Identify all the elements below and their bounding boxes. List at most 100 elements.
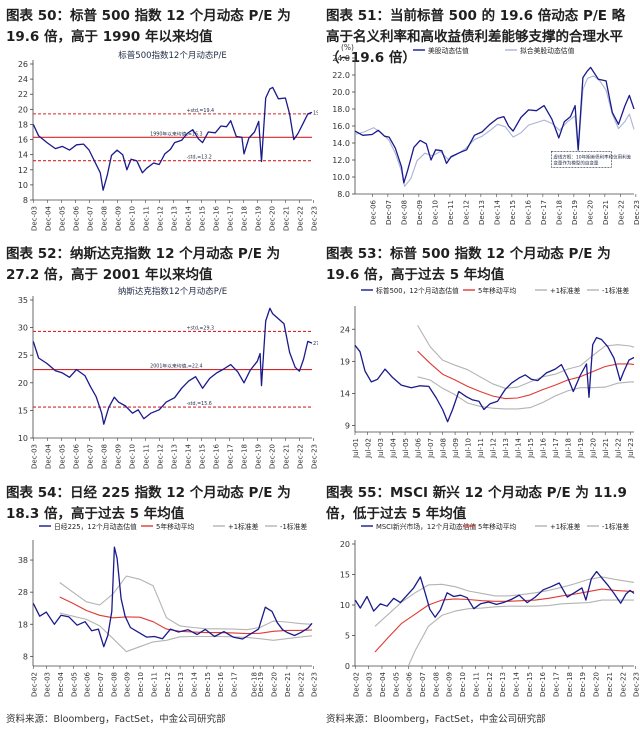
fig51-x-tick-label: Dec-23 bbox=[633, 200, 640, 225]
fig52-x-tick-label: Dec-09 bbox=[114, 444, 122, 469]
fig54-x-tick-label: Dec-08 bbox=[110, 672, 118, 697]
fig52-y-tick-label: 30 bbox=[18, 324, 28, 333]
fig54-x-tick-label: Dec-23 bbox=[311, 672, 318, 697]
fig53-x-tick-label: Jul-09 bbox=[452, 438, 460, 459]
fig53-y-tick-label: 19 bbox=[340, 357, 350, 366]
fig55-x-tick-label: Dec-22 bbox=[619, 672, 627, 697]
fig50-y-tick-label: 20 bbox=[18, 105, 28, 114]
fig52-y-tick-label: 35 bbox=[18, 296, 28, 305]
fig52-hline-label: -std,=15.6 bbox=[186, 401, 211, 407]
fig51-x-tick-label: Dec-12 bbox=[462, 200, 470, 225]
fig50-y-tick-label: 18 bbox=[18, 120, 28, 129]
fig51-y-tick-label: 12.0 bbox=[332, 156, 350, 165]
fig53-x-tick-label: Jul-02 bbox=[365, 438, 373, 459]
fig54-series-line bbox=[59, 596, 313, 635]
fig53-x-tick-label: Jul-06 bbox=[415, 437, 423, 458]
fig55-x-tick-label: Dec-12 bbox=[486, 672, 494, 697]
chart-fig55-svg: 0 5 10 15 20 Dec-02 Dec-03 Dec-04 Dec-05 Dec-06 De… bbox=[340, 522, 640, 697]
fig55-x-tick-label: Dec-05 bbox=[392, 672, 400, 697]
fig55-x-tick-label: Dec-03 bbox=[366, 672, 374, 697]
fig53-series-line bbox=[417, 350, 635, 400]
fig54-y-tick-label: 18 bbox=[18, 620, 28, 629]
fig51-x-tick-label: Dec-17 bbox=[540, 200, 548, 225]
fig55-x-tick-label: Dec-19 bbox=[579, 672, 587, 697]
fig55-x-tick-label: Dec-13 bbox=[499, 672, 507, 697]
chart-fig54: 8 18 28 38 Dec-02 Dec-03 Dec-04 Dec-05 Dec-06 Dec… bbox=[0, 518, 318, 708]
fig55-legend-label: +1标准差 bbox=[550, 522, 581, 531]
fig50-y-tick-label: 8 bbox=[23, 196, 28, 205]
fig53-x-tick-label: Jul-07 bbox=[427, 438, 435, 459]
fig54-series-line bbox=[32, 546, 313, 648]
fig51-legend-label: 美股动态估值 bbox=[428, 46, 469, 55]
fig51-x-tick-label: Dec-11 bbox=[447, 200, 455, 225]
fig54-y-tick-label: 28 bbox=[18, 588, 28, 597]
fig53-series-line bbox=[354, 336, 635, 423]
source-note-right: 资料来源：Bloomberg，FactSet，中金公司研究部 bbox=[326, 714, 546, 725]
fig51-x-tick-label: Dec-08 bbox=[400, 200, 408, 225]
fig51-annotation-text: 虚线方框：10年期美债利率和信用利差 bbox=[553, 153, 631, 160]
fig52-hline-label: 2001年以来均值,=22.4 bbox=[150, 363, 202, 370]
fig51-x-tick-label: Dec-06 bbox=[369, 199, 377, 225]
fig51-x-tick-label: Dec-15 bbox=[509, 200, 517, 225]
fig55-series-line bbox=[374, 588, 635, 653]
chart-fig50-svg: 8 10 12 14 16 18 20 22 24 26 Dec-03 Dec-04 Dec-05 Dec… bbox=[18, 50, 318, 231]
fig50-x-tick-label: Dec-23 bbox=[311, 206, 318, 231]
fig50-x-tick-label: Dec-17 bbox=[227, 206, 235, 231]
fig51-series-line bbox=[354, 75, 635, 187]
fig51-x-tick-label: Dec-14 bbox=[493, 199, 501, 225]
fig53-x-tick-label: Jul-15 bbox=[527, 438, 535, 459]
fig54-x-tick-label: Dec-16 bbox=[217, 671, 225, 697]
fig54-series-line bbox=[59, 612, 313, 653]
fig54-x-tick-label: Dec-11 bbox=[150, 672, 158, 697]
fig54-x-tick-label: Dec-15 bbox=[204, 672, 212, 697]
fig55-legend-label: 5年移动平均 bbox=[478, 522, 517, 531]
fig50-end-value: 19.60 bbox=[313, 110, 318, 116]
fig55-y-tick-label: 10 bbox=[340, 601, 350, 610]
fig52-x-tick-label: Dec-07 bbox=[86, 444, 94, 469]
fig51-annotation-text: 变量作为模型的自变量 bbox=[553, 159, 598, 166]
fig50-x-tick-label: Dec-22 bbox=[297, 206, 305, 231]
fig54-legend-label: -1标准差 bbox=[280, 522, 307, 531]
fig52-x-tick-label: Dec-19 bbox=[255, 444, 263, 469]
fig52-x-tick-label: Dec-14 bbox=[185, 443, 193, 469]
fig51-y-tick-label: 18.0 bbox=[332, 105, 350, 114]
fig55-x-tick-label: Dec-10 bbox=[459, 672, 467, 697]
fig50-x-tick-label: Dec-12 bbox=[156, 206, 164, 231]
fig50-y-tick-label: 24 bbox=[18, 75, 28, 84]
fig55-x-tick-label: Dec-06 bbox=[406, 671, 414, 697]
fig55-x-tick-label: Dec-04 bbox=[379, 671, 387, 697]
fig54-x-tick-label: Dec-22 bbox=[297, 672, 305, 697]
fig53-x-tick-label: Jul-17 bbox=[552, 438, 560, 459]
fig50-x-tick-label: Dec-04 bbox=[44, 205, 52, 231]
fig54-legend-label: 5年移动平均 bbox=[156, 522, 195, 531]
fig54-x-tick-label: Dec-20 bbox=[271, 672, 279, 697]
fig55-series-line bbox=[407, 599, 634, 667]
fig50-y-tick-label: 26 bbox=[18, 60, 28, 69]
fig54-x-tick-label: Dec-19 bbox=[257, 672, 265, 697]
fig50-y-tick-label: 10 bbox=[18, 181, 28, 190]
chart-fig52-svg: 10 15 20 25 30 35 Dec-03 Dec-04 Dec-05 Dec-06 Dec-… bbox=[18, 286, 318, 469]
fig51-annotation-box bbox=[551, 151, 612, 168]
fig52-x-tick-label: Dec-23 bbox=[311, 444, 318, 469]
fig51-x-tick-label: Dec-20 bbox=[586, 200, 594, 225]
fig50-x-tick-label: Dec-20 bbox=[269, 206, 277, 231]
fig53-y-tick-label: 24 bbox=[340, 325, 350, 334]
fig55-x-tick-label: Dec-09 bbox=[446, 672, 454, 697]
fig54-x-tick-label: Dec-09 bbox=[124, 672, 132, 697]
fig53-series-line bbox=[417, 376, 634, 410]
fig53-x-tick-label: Jul-16 bbox=[540, 437, 548, 458]
fig51-x-tick-label: Dec-09 bbox=[416, 200, 424, 225]
fig52-x-tick-label: Dec-06 bbox=[72, 443, 80, 469]
source-note-left: 资料来源：Bloomberg，FactSet，中金公司研究部 bbox=[6, 714, 226, 725]
fig52-x-tick-label: Dec-10 bbox=[128, 444, 136, 469]
fig52-chart-title: 纳斯达克指数12个月动态P/E bbox=[118, 286, 227, 297]
chart-fig52: 10 15 20 25 30 35 Dec-03 Dec-04 Dec-05 Dec-06 Dec-… bbox=[0, 286, 318, 480]
fig50-x-tick-label: Dec-13 bbox=[170, 206, 178, 231]
fig51-x-tick-label: Dec-21 bbox=[602, 200, 610, 225]
fig55-series-line bbox=[354, 570, 635, 618]
fig53-x-tick-label: Jul-03 bbox=[377, 438, 385, 459]
fig54-x-tick-label: Dec-02 bbox=[30, 672, 38, 697]
caption-fig55: 图表 55：MSCI 新兴 12 个月动态 P/E 为 11.9 倍，低于过去 … bbox=[326, 485, 627, 522]
fig50-hline-label: 1990年以来均值,=16.3 bbox=[150, 130, 202, 137]
fig52-x-tick-label: Dec-18 bbox=[241, 444, 249, 469]
